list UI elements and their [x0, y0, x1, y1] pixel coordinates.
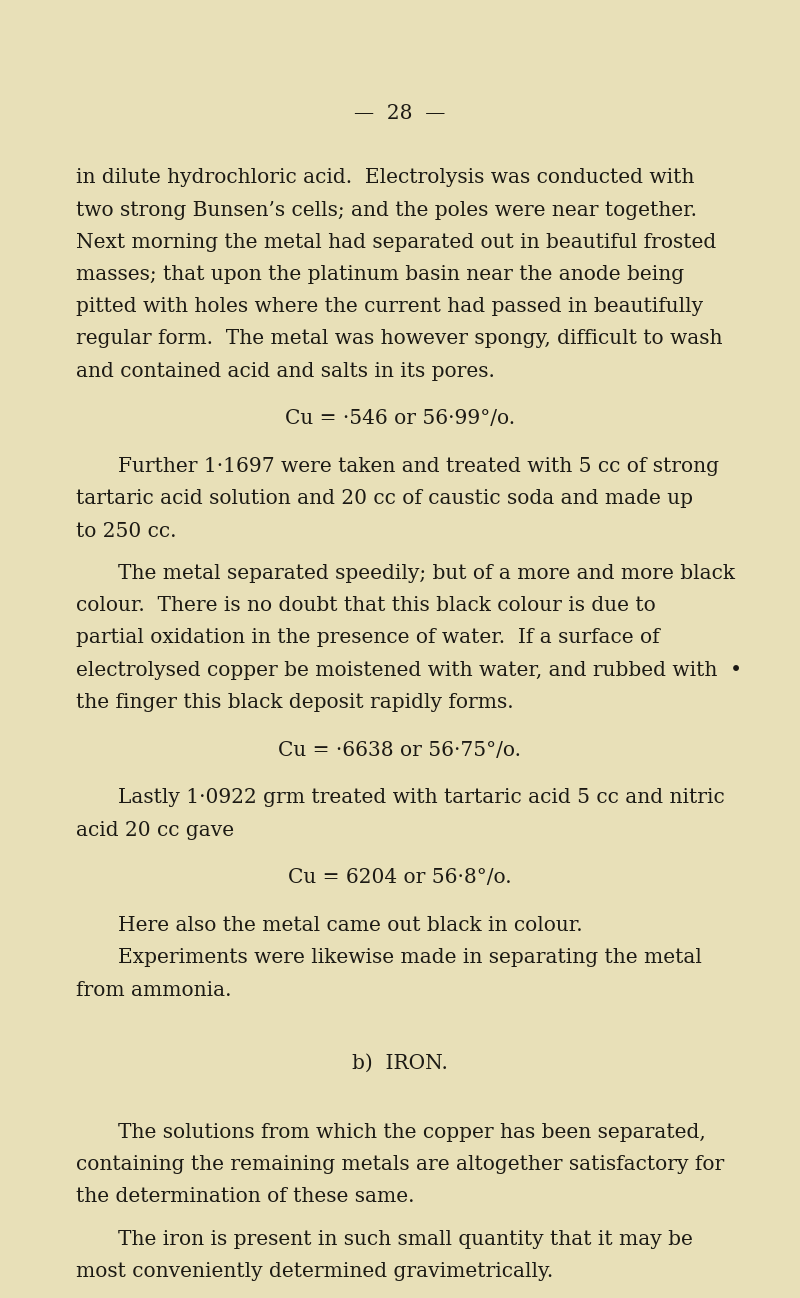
Text: to 250 cc.: to 250 cc.	[76, 522, 177, 540]
Text: tartaric acid solution and 20 cc of caustic soda and made up: tartaric acid solution and 20 cc of caus…	[76, 489, 693, 509]
Text: Cu = 6204 or 56·8°/o.: Cu = 6204 or 56·8°/o.	[288, 868, 512, 888]
Text: acid 20 cc gave: acid 20 cc gave	[76, 820, 234, 840]
Text: Cu = ·546 or 56·99°/o.: Cu = ·546 or 56·99°/o.	[285, 409, 515, 428]
Text: pitted with holes where the current had passed in beautifully: pitted with holes where the current had …	[76, 297, 703, 317]
Text: Lastly 1·0922 grm treated with tartaric acid 5 cc and nitric: Lastly 1·0922 grm treated with tartaric …	[118, 788, 724, 807]
Text: Next morning the metal had separated out in beautiful frosted: Next morning the metal had separated out…	[76, 232, 716, 252]
Text: The iron is present in such small quantity that it may be: The iron is present in such small quanti…	[118, 1229, 693, 1249]
Text: regular form.  The metal was however spongy, difficult to wash: regular form. The metal was however spon…	[76, 330, 722, 348]
Text: Further 1·1697 were taken and treated with 5 cc of strong: Further 1·1697 were taken and treated wi…	[118, 457, 718, 476]
Text: colour.  There is no doubt that this black colour is due to: colour. There is no doubt that this blac…	[76, 596, 656, 615]
Text: masses; that upon the platinum basin near the anode being: masses; that upon the platinum basin nea…	[76, 265, 684, 284]
Text: partial oxidation in the presence of water.  If a surface of: partial oxidation in the presence of wat…	[76, 628, 660, 648]
Text: from ammonia.: from ammonia.	[76, 980, 231, 999]
Text: Here also the metal came out black in colour.: Here also the metal came out black in co…	[118, 916, 582, 935]
Text: containing the remaining metals are altogether satisfactory for: containing the remaining metals are alto…	[76, 1155, 724, 1173]
Text: the finger this black deposit rapidly forms.: the finger this black deposit rapidly fo…	[76, 693, 514, 711]
Text: two strong Bunsen’s cells; and the poles were near together.: two strong Bunsen’s cells; and the poles…	[76, 201, 697, 219]
Text: The metal separated speedily; but of a more and more black: The metal separated speedily; but of a m…	[118, 565, 734, 583]
Text: b)  IRON.: b) IRON.	[352, 1054, 448, 1073]
Text: in dilute hydrochloric acid.  Electrolysis was conducted with: in dilute hydrochloric acid. Electrolysi…	[76, 169, 694, 187]
Text: electrolysed copper be moistened with water, and rubbed with  •: electrolysed copper be moistened with wa…	[76, 661, 742, 680]
Text: —  28  —: — 28 —	[354, 104, 446, 123]
Text: Experiments were likewise made in separating the metal: Experiments were likewise made in separa…	[118, 949, 702, 967]
Text: the determination of these same.: the determination of these same.	[76, 1188, 414, 1206]
Text: and contained acid and salts in its pores.: and contained acid and salts in its pore…	[76, 362, 495, 380]
Text: Cu = ·6638 or 56·75°/o.: Cu = ·6638 or 56·75°/o.	[278, 741, 522, 759]
Text: The solutions from which the copper has been separated,: The solutions from which the copper has …	[118, 1123, 706, 1142]
Text: most conveniently determined gravimetrically.: most conveniently determined gravimetric…	[76, 1262, 554, 1281]
